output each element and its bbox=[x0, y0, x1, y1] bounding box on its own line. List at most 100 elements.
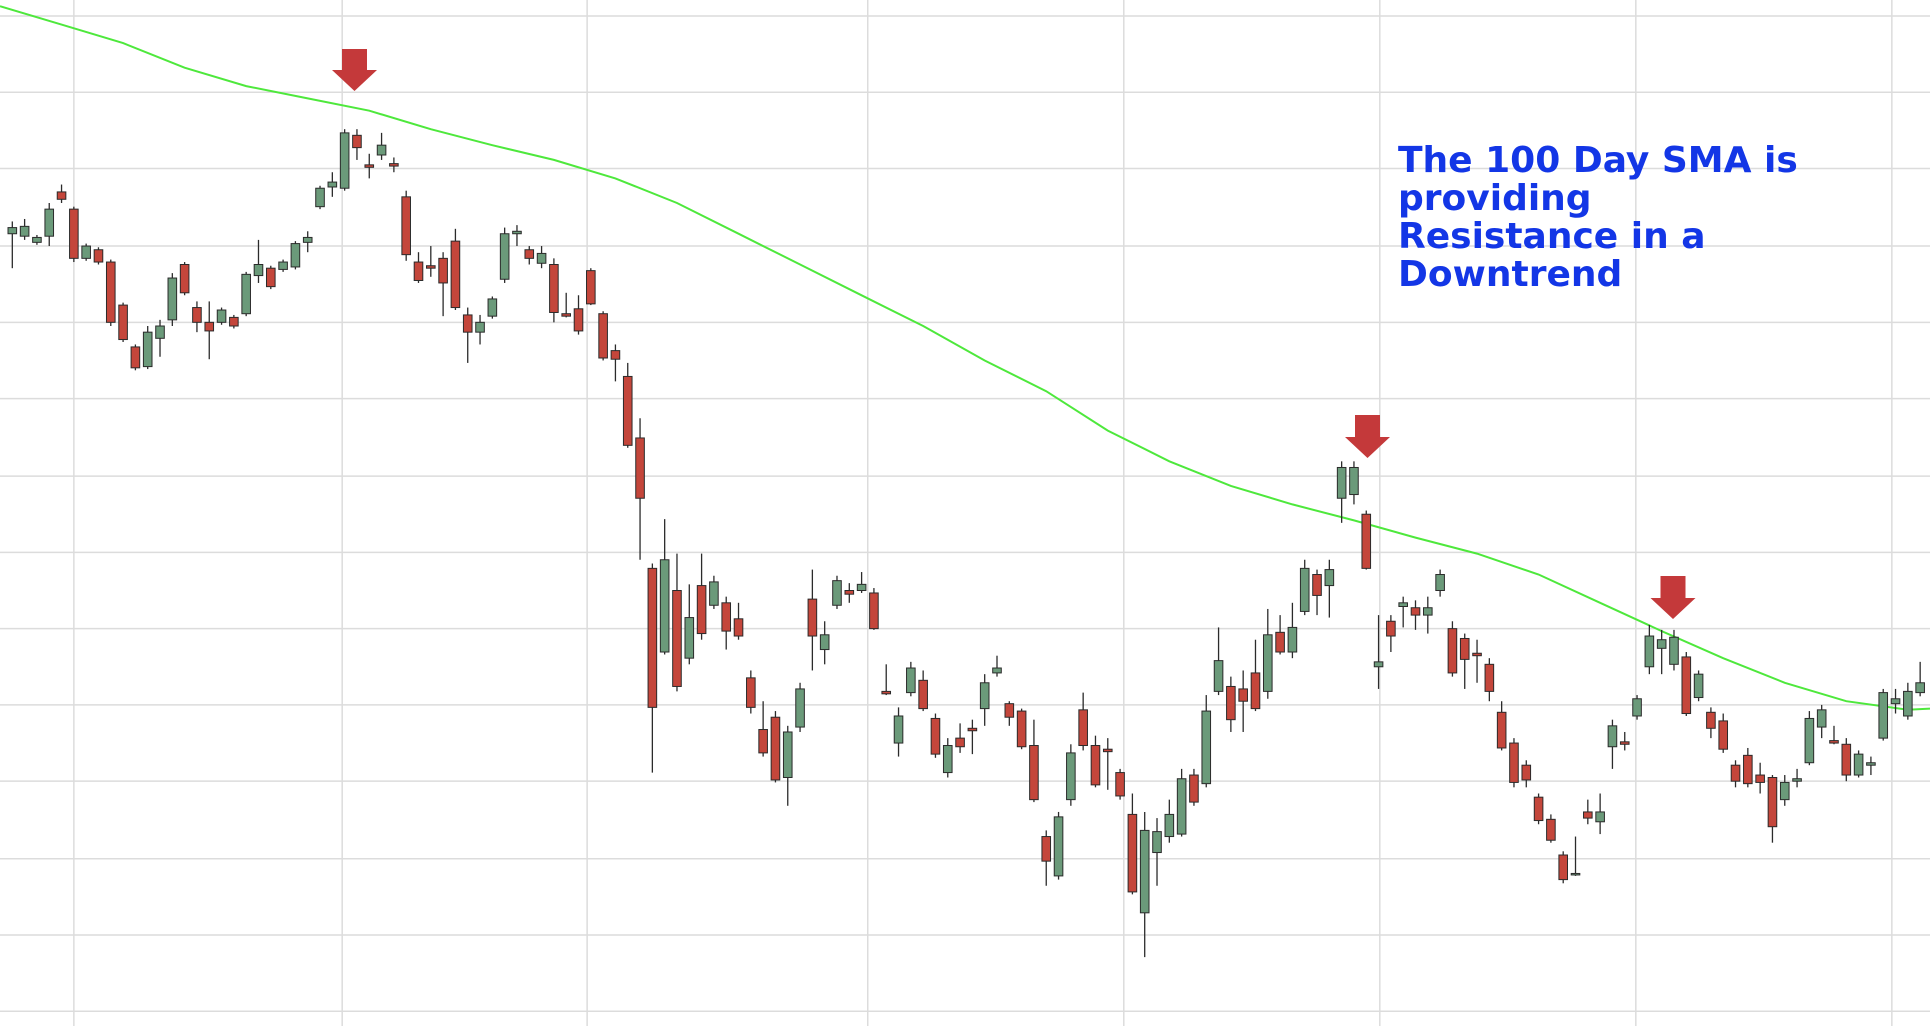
candle-body bbox=[795, 688, 805, 728]
candle-body bbox=[155, 325, 165, 339]
candle-body bbox=[1829, 740, 1839, 744]
candle-body bbox=[118, 304, 128, 341]
candle-body bbox=[1066, 752, 1076, 801]
candle-body bbox=[1890, 698, 1901, 705]
candle-body bbox=[1410, 607, 1421, 616]
candle-body bbox=[401, 196, 411, 256]
candle-body bbox=[770, 716, 781, 781]
candle-body bbox=[1521, 764, 1532, 781]
candle-body bbox=[462, 314, 473, 333]
candle-body bbox=[819, 634, 830, 651]
candle-body bbox=[1669, 636, 1679, 665]
candle-body bbox=[1533, 796, 1544, 822]
candle-body bbox=[586, 270, 596, 305]
candle-body bbox=[1238, 688, 1248, 702]
candle-body bbox=[1016, 710, 1027, 748]
candle-body bbox=[1349, 466, 1359, 496]
candle-body bbox=[1275, 631, 1285, 653]
candle-body bbox=[438, 257, 448, 284]
candle-body bbox=[32, 236, 42, 243]
candle-body bbox=[352, 134, 362, 149]
candle-body bbox=[930, 717, 941, 755]
candle-body bbox=[1029, 745, 1039, 801]
candle-body bbox=[1053, 816, 1064, 877]
candle-body bbox=[376, 144, 387, 156]
candle-body bbox=[1718, 720, 1729, 750]
candle-body bbox=[1693, 673, 1704, 699]
candle-body bbox=[278, 261, 288, 270]
candle-body bbox=[1546, 818, 1556, 841]
candle-body bbox=[524, 249, 535, 259]
candle-body bbox=[942, 745, 953, 774]
candle-body bbox=[327, 181, 338, 188]
candle-body bbox=[1853, 753, 1864, 776]
candle-body bbox=[7, 227, 18, 235]
candle-body bbox=[1619, 741, 1630, 745]
candle-body bbox=[1607, 725, 1618, 748]
candle-body bbox=[1755, 774, 1765, 783]
resistance-arrow bbox=[1650, 576, 1696, 619]
candle-body bbox=[19, 225, 30, 237]
candle-body bbox=[413, 261, 424, 281]
candle-body bbox=[204, 321, 215, 332]
candle-body bbox=[549, 263, 559, 313]
candle-body bbox=[105, 261, 116, 323]
candle-body bbox=[856, 583, 867, 592]
candle-body bbox=[1841, 743, 1852, 776]
candle-body bbox=[426, 265, 436, 269]
candle-body bbox=[918, 679, 928, 710]
resistance-arrow bbox=[332, 49, 377, 91]
sma-line bbox=[0, 5, 1930, 711]
candle-body bbox=[610, 350, 621, 360]
candle-body bbox=[1459, 637, 1470, 660]
candle-body bbox=[1570, 872, 1581, 876]
candle-body bbox=[1102, 748, 1113, 753]
candle-body bbox=[192, 307, 202, 323]
candle-body bbox=[1656, 639, 1667, 649]
candle-body bbox=[1484, 663, 1495, 692]
candle-body bbox=[265, 267, 276, 288]
candle-body bbox=[512, 230, 522, 235]
annotation-line: The 100 Day SMA is bbox=[1398, 140, 1798, 181]
candle-body bbox=[1250, 672, 1261, 710]
candle-body bbox=[1447, 628, 1458, 674]
candle-body bbox=[1201, 710, 1212, 785]
candle-body bbox=[216, 309, 227, 323]
candle-body bbox=[364, 164, 375, 168]
candle-body bbox=[992, 667, 1002, 674]
candle-body bbox=[561, 313, 571, 317]
candle-body bbox=[1866, 762, 1876, 766]
candle-body bbox=[536, 252, 547, 264]
candle-body bbox=[1386, 620, 1396, 637]
candle-body bbox=[1730, 764, 1741, 782]
candle-body bbox=[142, 331, 153, 368]
candle-body bbox=[647, 567, 658, 708]
candle-body bbox=[1152, 831, 1162, 854]
candle-body bbox=[635, 437, 645, 499]
candle-body bbox=[1361, 513, 1372, 569]
candle-body bbox=[807, 598, 818, 637]
candle-body bbox=[1558, 854, 1569, 881]
candle-body bbox=[1792, 778, 1802, 782]
candle-body bbox=[893, 715, 904, 744]
candle-body bbox=[696, 585, 707, 635]
candle-body bbox=[979, 682, 990, 710]
candle-body bbox=[1496, 711, 1507, 749]
candle-body bbox=[1779, 781, 1790, 801]
candle-body bbox=[69, 208, 79, 259]
arrows bbox=[332, 49, 1696, 619]
candle-body bbox=[573, 308, 584, 332]
candle-body bbox=[758, 729, 768, 754]
candle-body bbox=[1312, 574, 1322, 596]
candle-body bbox=[1743, 754, 1753, 785]
sma-layer bbox=[0, 5, 1930, 711]
candle-body bbox=[1816, 709, 1827, 728]
candle-body bbox=[1472, 652, 1482, 657]
candle-body bbox=[1189, 774, 1199, 803]
candle-body bbox=[487, 298, 498, 317]
candle-body bbox=[1804, 717, 1815, 764]
candle-body bbox=[622, 375, 633, 446]
candle-body bbox=[1041, 836, 1052, 862]
candle-body bbox=[450, 240, 461, 309]
